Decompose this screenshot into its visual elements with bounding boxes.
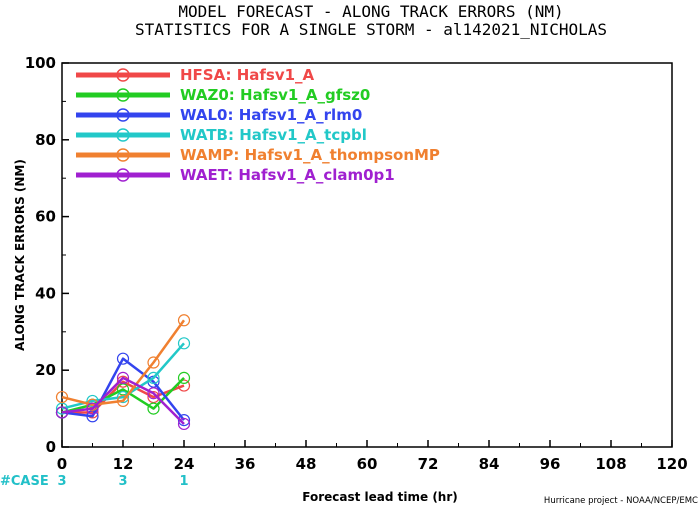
- x-tick-label: 36: [235, 455, 256, 473]
- data-point: [177, 379, 191, 392]
- data-point: [177, 337, 191, 350]
- plot-frame: [61, 62, 673, 448]
- legend-label: HFSA: Hafsv1_A: [180, 66, 315, 84]
- y-axis-ticks: 0 20 40 60 80 100: [25, 54, 69, 456]
- legend-entry: WAET: Hafsv1_A_clam0p1: [76, 166, 395, 184]
- legend-label: WAL0: Hafsv1_A_rlm0: [180, 106, 362, 124]
- case-label: #CASE: [0, 474, 49, 489]
- credit-text: Hurricane project - NOAA/NCEP/EMC: [544, 496, 698, 506]
- legend-marker: [116, 168, 130, 182]
- series-4: [55, 314, 191, 411]
- y-tick-label: 40: [35, 284, 56, 302]
- data-point: [177, 314, 191, 327]
- case-count: 1: [179, 474, 188, 489]
- x-tick-label: 84: [479, 455, 500, 473]
- legend-marker: [116, 148, 130, 162]
- chart-subtitle: STATISTICS FOR A SINGLE STORM - al142021…: [135, 20, 607, 39]
- legend-entry: WATB: Hafsv1_A_tcpbl: [76, 126, 367, 144]
- x-axis-ticks: 0 12 24 36 48 60 72 84 96 108 120: [57, 440, 688, 473]
- legend-entry: WAL0: Hafsv1_A_rlm0: [76, 106, 362, 124]
- legend-label: WATB: Hafsv1_A_tcpbl: [180, 126, 367, 144]
- case-counts: 3 3 1: [57, 474, 188, 489]
- series-line: [61, 357, 185, 421]
- data-point: [116, 390, 130, 404]
- x-tick-label: 12: [113, 455, 134, 473]
- x-axis-label: Forecast lead time (hr): [302, 490, 458, 504]
- series-line: [61, 376, 185, 414]
- x-tick-label: 108: [595, 455, 626, 473]
- data-point: [116, 394, 130, 408]
- series-line: [61, 319, 186, 407]
- y-tick-label: 100: [25, 54, 56, 72]
- data-point: [147, 371, 160, 384]
- legend-entry: HFSA: Hafsv1_A: [76, 66, 315, 84]
- data-point: [177, 417, 191, 431]
- legend-marker: [116, 68, 130, 82]
- series-layer: [55, 314, 191, 431]
- x-tick-label: 48: [296, 455, 317, 473]
- data-point: [86, 402, 99, 415]
- legend: HFSA: Hafsv1_A WAZ0: Hafsv1_A_gfsz0 WAL0: …: [76, 66, 440, 184]
- legend-marker: [116, 88, 130, 102]
- chart-title: MODEL FORECAST - ALONG TRACK ERRORS (NM): [178, 2, 563, 21]
- legend-label: WAMP: Hafsv1_A_thompsonMP: [180, 146, 440, 164]
- legend-label: WAET: Hafsv1_A_clam0p1: [180, 166, 395, 184]
- x-tick-label: 120: [656, 455, 687, 473]
- x-tick-label: 24: [174, 455, 195, 473]
- case-count: 3: [57, 474, 66, 489]
- data-point: [147, 387, 160, 400]
- data-point: [147, 356, 160, 369]
- series-line: [61, 376, 185, 425]
- x-tick-label: 72: [418, 455, 439, 473]
- y-tick-label: 60: [35, 208, 56, 226]
- y-tick-label: 80: [35, 131, 56, 149]
- data-point: [116, 352, 130, 365]
- y-axis-label: ALONG TRACK ERRORS (NM): [13, 159, 27, 351]
- legend-label: WAZ0: Hafsv1_A_gfsz0: [180, 86, 370, 104]
- legend-marker: [116, 128, 130, 142]
- case-count: 3: [118, 474, 127, 489]
- data-point: [147, 402, 160, 415]
- legend-marker: [116, 108, 130, 122]
- x-tick-label: 0: [57, 455, 67, 473]
- data-point: [55, 390, 69, 404]
- series-5: [55, 371, 191, 431]
- data-point: [116, 371, 130, 384]
- data-point: [177, 371, 191, 384]
- legend-entry: WAMP: Hafsv1_A_thompsonMP: [76, 146, 440, 164]
- x-tick-label: 60: [357, 455, 378, 473]
- legend-entry: WAZ0: Hafsv1_A_gfsz0: [76, 86, 370, 104]
- y-tick-label: 20: [35, 361, 56, 379]
- x-tick-label: 96: [540, 455, 561, 473]
- data-point: [55, 406, 69, 419]
- y-tick-label: 0: [46, 438, 56, 456]
- data-point: [86, 394, 99, 408]
